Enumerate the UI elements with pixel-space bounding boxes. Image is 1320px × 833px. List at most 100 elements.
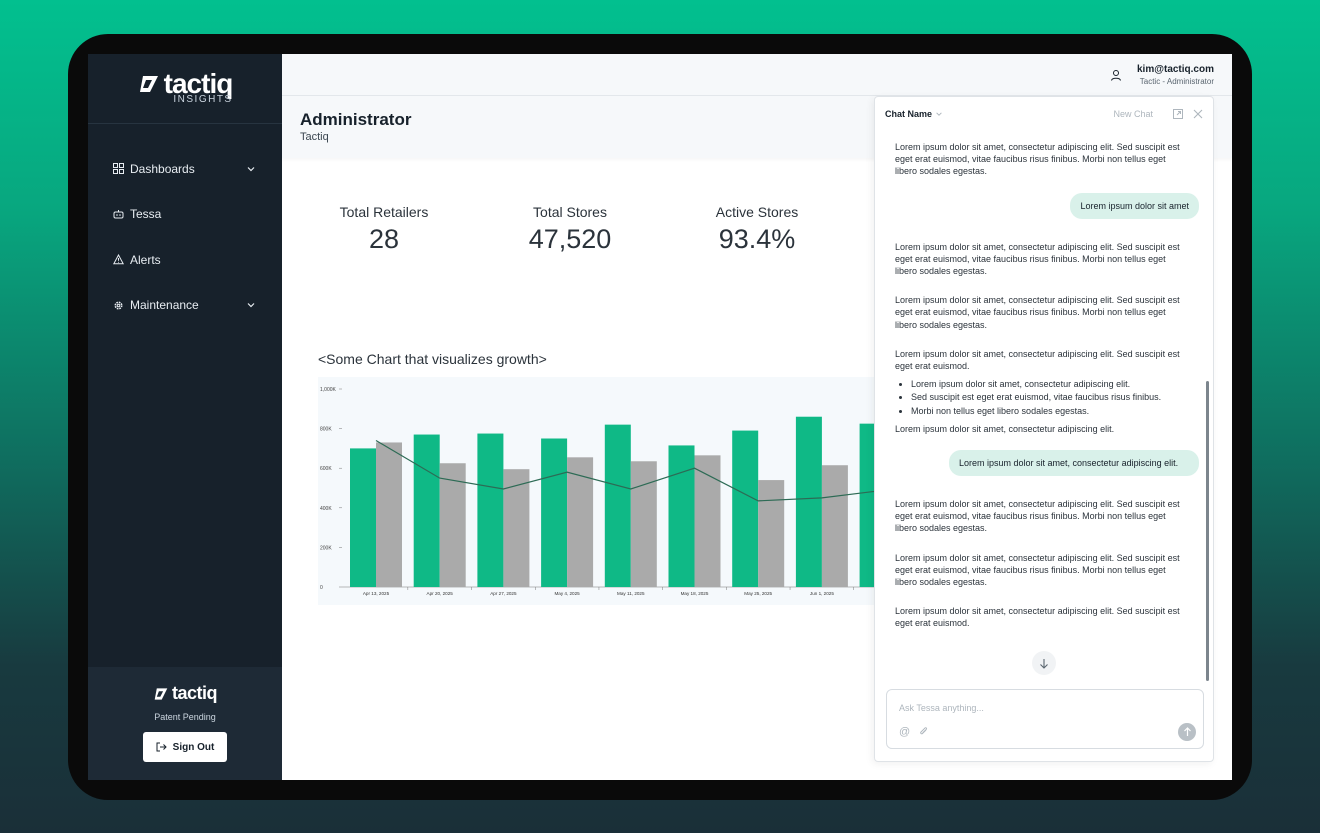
y-tick-label: 800K [320,427,332,433]
chart-title: <Some Chart that visualizes growth> [318,351,547,367]
bar-series-2 [503,469,530,587]
brand-sub: INSIGHTS [173,94,233,105]
sidebar-item-label: Dashboards [130,161,195,176]
page-subtitle: Tactiq [300,131,329,143]
kpi-active-stores: Active Stores 93.4% [707,204,807,255]
chat-name-dropdown[interactable]: Chat Name [885,109,943,119]
brand-logo[interactable]: tactiq INSIGHTS [88,54,282,124]
chart-svg: 0 200K 400K 600K 800K 1,000K Apr 13, 2025 Apr 2… [320,387,874,596]
input-tools: @ [899,726,929,738]
bullet-item: Lorem ipsum dolor sit amet, consectetur … [911,378,1189,390]
sidebar-item-dashboards[interactable]: Dashboards [88,146,282,192]
x-tick-label: May 4, 2025 [554,591,580,596]
page-title: Administrator [300,110,412,129]
bar-series-1 [604,424,631,587]
brand-name: tactiq [163,68,234,99]
x-tick-label: Apr 13, 2025 [363,591,390,596]
y-tick-label: 1,000K [320,387,337,393]
bar-series-1 [477,433,504,587]
sign-out-icon [156,742,167,752]
sidebar-item-label: Tessa [130,207,162,222]
x-tick-label: May 11, 2025 [617,591,645,596]
kpi-label: Total Stores [533,204,607,220]
x-tick-label: Apr 20, 2025 [427,591,454,596]
growth-chart: 0 200K 400K 600K 800K 1,000K Apr 13, 2025 Apr 2… [318,377,874,605]
assistant-message: Lorem ipsum dolor sit amet, consectetur … [895,241,1180,277]
bar-series-1 [859,423,874,587]
close-icon[interactable] [1193,109,1203,119]
expand-icon[interactable] [1173,109,1183,119]
user-role: Tactic - Administrator [1139,76,1214,86]
line-series [375,439,874,502]
chat-input[interactable] [899,703,1191,713]
bar-series-1 [350,448,376,587]
arrow-up-icon [1183,727,1191,736]
assistant-message: Lorem ipsum dolor sit amet, consectetur … [895,295,1180,330]
grid-icon [112,163,124,175]
mention-icon[interactable]: @ [899,726,911,738]
assistant-message: Lorem ipsum dolor sit amet, consectetur … [895,552,1180,588]
chat-scrollbar[interactable] [1206,381,1209,681]
assistant-message: Lorem ipsum dolor sit amet, consectetur … [895,499,1180,534]
kpi-total-stores: Total Stores 47,520 [520,204,620,255]
patent-text: Patent Pending [154,712,216,722]
chat-panel: Chat Name New Chat Lorem ipsum dolor sit… [874,96,1214,762]
x-tick-label: Apr 27, 2025 [490,591,517,596]
bar-series-2 [821,465,848,587]
x-tick-label: May 25, 2025 [744,591,772,596]
bot-icon [112,208,124,220]
x-tick-label: May 18, 2025 [681,591,709,596]
bar-series-2 [376,442,402,587]
bar-series-2 [567,457,594,587]
chat-messages: Lorem ipsum dolor sit amet, consectetur … [875,131,1213,681]
sign-out-label: Sign Out [172,741,215,753]
bar-series-2 [694,455,721,587]
user-message: Lorem ipsum dolor sit amet [1070,192,1199,219]
bullet-item: Morbi non tellus eget libero sodales ege… [911,405,1189,417]
scroll-down-button[interactable] [1032,651,1056,675]
bullet-item: Sed suscipit est eget erat euismod, vita… [911,391,1189,403]
sidebar-item-label: Alerts [130,252,161,267]
chat-header: Chat Name New Chat [875,97,1213,131]
warning-icon [112,254,124,266]
bar-series-1 [541,438,568,587]
y-tick-label: 600K [320,466,332,472]
message-text: Lorem ipsum dolor sit amet, consectetur … [895,423,1115,434]
bar-series-1 [732,430,759,587]
chat-name-label: Chat Name [885,109,933,119]
assistant-message: Lorem ipsum dolor sit amet, consectetur … [895,348,1189,435]
kpi-label: Total Retailers [339,204,429,220]
assistant-message: Lorem ipsum dolor sit amet, consectetur … [895,142,1180,177]
bar-series-1 [795,416,822,587]
x-tick-label: Jun 1, 2025 [810,591,834,596]
new-chat-button[interactable]: New Chat [1113,109,1153,119]
bar-series-2 [630,461,657,587]
bar-series-1 [668,445,695,587]
sign-out-button[interactable]: Sign Out [143,732,227,762]
user-email: kim@tactiq.com [1137,63,1214,75]
user-menu[interactable]: kim@tactiq.com Tactic - Administrator [1137,64,1214,86]
y-tick-label: 200K [320,545,332,551]
kpi-value: 47,520 [528,224,612,254]
sidebar: tactiq INSIGHTS Dashboards Tessa [88,54,282,780]
arrow-down-icon [1040,658,1048,669]
bar-series-2 [758,480,785,587]
footer-logo: tactiq [153,683,218,704]
kpi-row: Total Retailers 28 Total Stores 47,520 A… [282,204,872,264]
send-button[interactable] [1178,723,1196,741]
message-bullets: Lorem ipsum dolor sit amet, consectetur … [911,378,1189,417]
kpi-value: 28 [368,224,400,254]
sidebar-item-maintenance[interactable]: Maintenance [88,283,282,329]
y-tick-label: 400K [320,506,332,512]
sidebar-item-alerts[interactable]: Alerts [88,237,282,283]
sidebar-footer: tactiq Patent Pending Sign Out [88,667,282,780]
tactiq-logo-icon [154,687,168,700]
user-icon[interactable] [1109,68,1123,82]
footer-brand-name: tactiq [171,683,218,703]
top-bar: kim@tactiq.com Tactic - Administrator [282,54,1232,96]
user-message: Lorem ipsum dolor sit amet, consectetur … [949,450,1199,477]
paperclip-icon[interactable] [918,726,929,737]
y-tick-label: 0 [320,585,323,591]
sidebar-item-tessa[interactable]: Tessa [88,192,282,238]
assistant-message: Lorem ipsum dolor sit amet, consectetur … [895,606,1180,629]
